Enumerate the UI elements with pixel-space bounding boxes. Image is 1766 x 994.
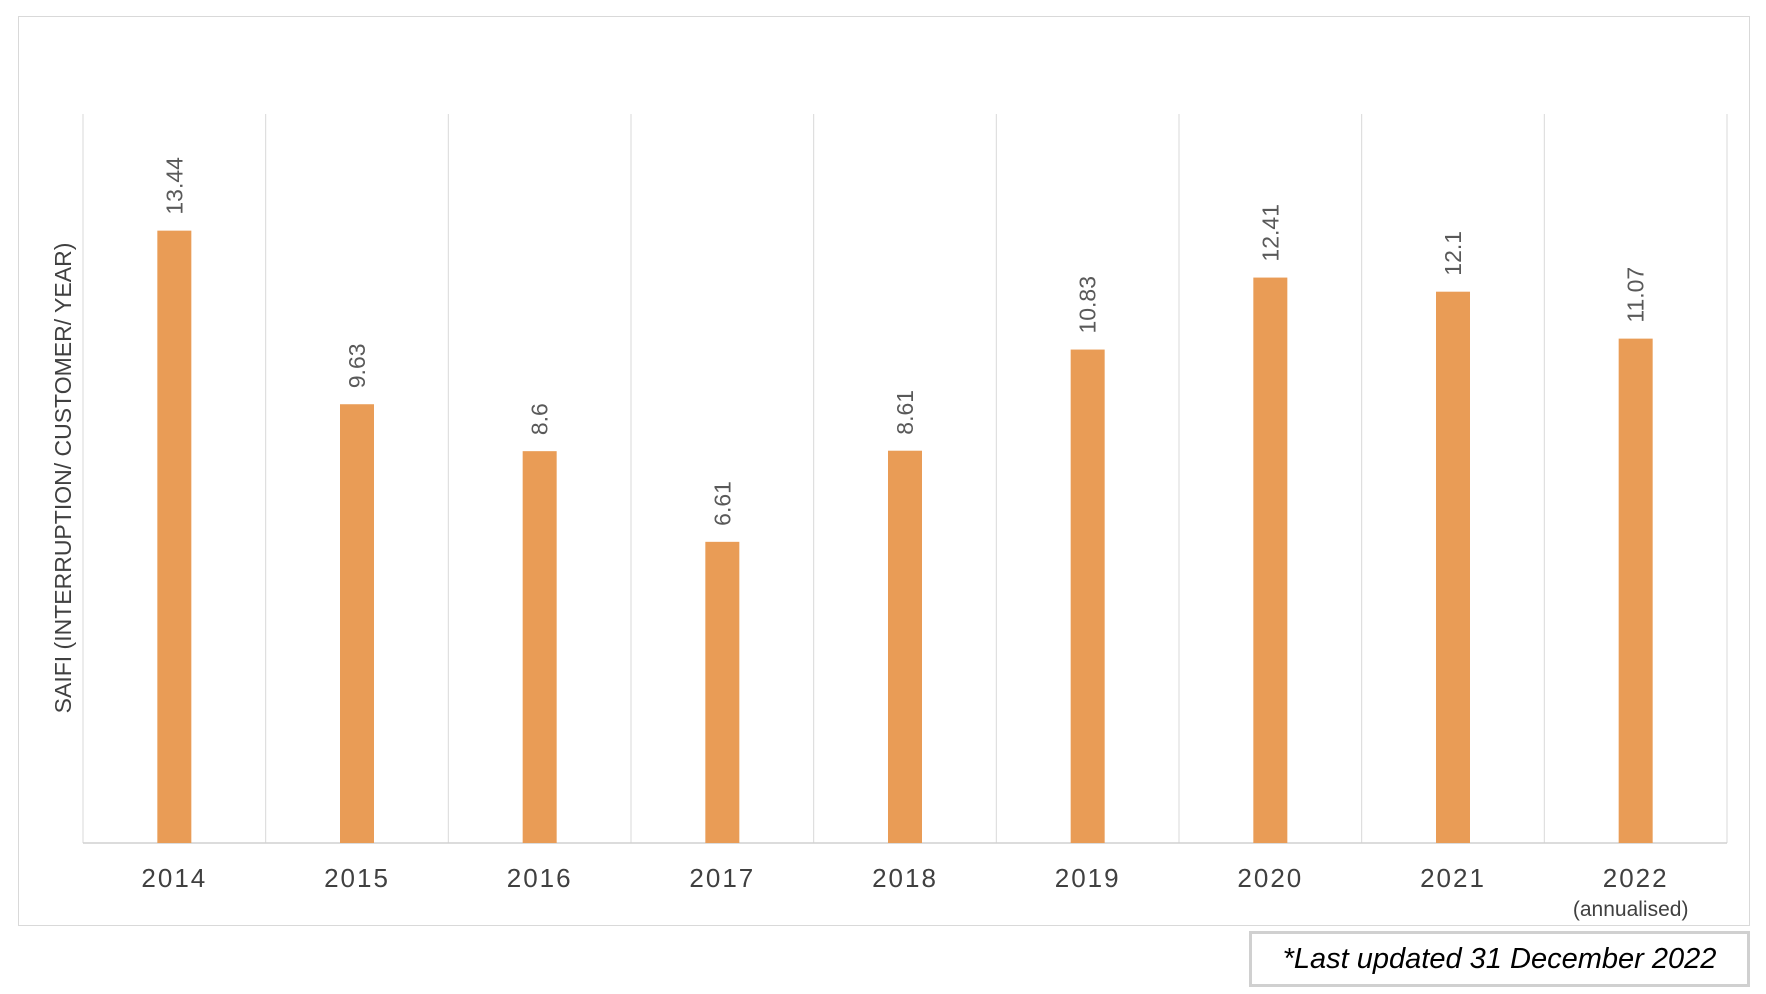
- data-label: 11.07: [1623, 267, 1649, 323]
- bar: [157, 230, 192, 843]
- bar: [1070, 349, 1105, 843]
- data-label: 12.1: [1440, 231, 1466, 276]
- data-label: 10.83: [1075, 276, 1101, 334]
- bar: [340, 404, 374, 843]
- x-tick-label: 2017: [689, 863, 755, 893]
- data-label: 6.61: [709, 481, 735, 526]
- bar: [1436, 291, 1470, 844]
- bar: [1618, 338, 1653, 843]
- labels-layer: 13.44 2014 9.63 2015 8.6 2016 6.61 2017 8.61 2018…: [141, 157, 1688, 921]
- x-tick-label: 2019: [1055, 863, 1121, 893]
- x-tick-label: 2020: [1237, 863, 1303, 893]
- data-label: 12.41: [1257, 204, 1283, 262]
- data-label: 13.44: [161, 157, 187, 215]
- y-axis-title: SAIFI (INTERRUPTION/ CUSTOMER/ YEAR): [50, 243, 76, 714]
- x-tick-label: 2015: [324, 863, 390, 893]
- x-tick-label: 2022: [1603, 863, 1669, 893]
- x-tick-label: 2021: [1420, 863, 1486, 893]
- x-tick-label: 2016: [507, 863, 573, 893]
- bar: [888, 450, 922, 843]
- bar: [1253, 277, 1288, 844]
- bar: [705, 541, 740, 843]
- x-tick-sublabel: (annualised): [1573, 898, 1689, 921]
- data-label: 8.61: [892, 390, 918, 435]
- bar: [522, 451, 557, 843]
- bars-layer: [157, 230, 1653, 844]
- footnote-box: *Last updated 31 December 2022: [1249, 931, 1750, 987]
- data-label: 9.63: [344, 343, 370, 388]
- x-tick-label: 2018: [872, 863, 938, 893]
- footnote-text: *Last updated 31 December 2022: [1282, 942, 1717, 975]
- data-label: 8.6: [527, 403, 553, 435]
- x-tick-label: 2014: [141, 863, 207, 893]
